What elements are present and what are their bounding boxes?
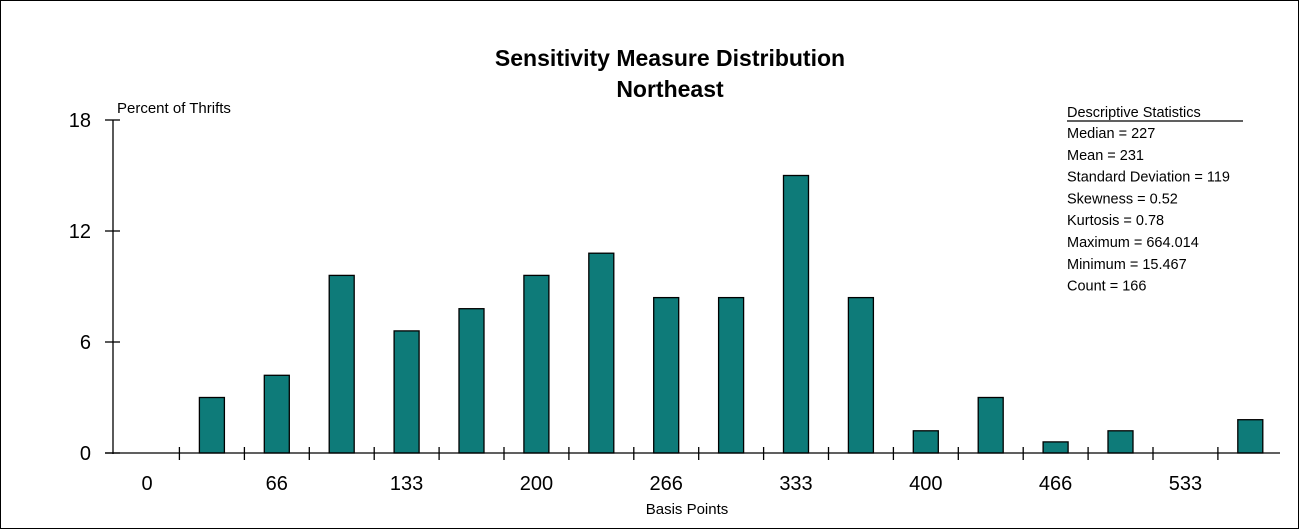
- bar: [393, 330, 420, 454]
- stats-line: Standard Deviation = 119: [1067, 170, 1230, 186]
- x-ticks-group: 0 66 133 200 266 333 400 466 533: [141, 447, 1219, 495]
- bar: [717, 296, 745, 454]
- x-tick-label: 0: [141, 473, 152, 495]
- stats-line: Median = 227: [1067, 126, 1155, 142]
- x-tick-label: 533: [1169, 473, 1202, 495]
- x-tick-label: 333: [779, 473, 812, 495]
- bar: [653, 296, 680, 454]
- bar: [847, 296, 875, 454]
- stats-line: Skewness = 0.52: [1067, 191, 1178, 207]
- y-tick-label: 18: [69, 110, 91, 132]
- x-tick-label: 133: [390, 473, 423, 495]
- bar: [1042, 441, 1069, 454]
- bar: [588, 252, 615, 454]
- y-tick-label: 0: [80, 443, 91, 465]
- bar: [977, 396, 1004, 454]
- bar: [198, 396, 226, 454]
- axes-group: [105, 120, 1280, 454]
- x-tick-label: 466: [1039, 473, 1072, 495]
- bar: [328, 274, 355, 454]
- x-axis-label: Basis Points: [646, 501, 729, 518]
- bar: [523, 274, 550, 454]
- stats-heading: Descriptive Statistics: [1067, 105, 1201, 121]
- y-axis-label: Percent of Thrifts: [117, 100, 231, 117]
- bar: [263, 374, 290, 454]
- bar: [1237, 419, 1264, 454]
- bar: [912, 430, 939, 454]
- x-tick-label: 66: [266, 473, 288, 495]
- x-tick-label: 266: [650, 473, 683, 495]
- x-tick-label: 400: [909, 473, 942, 495]
- chart-title: Sensitivity Measure Distribution: [495, 45, 845, 71]
- stats-line: Kurtosis = 0.78: [1067, 213, 1164, 229]
- stats-line: Mean = 231: [1067, 148, 1144, 164]
- stats-line: Maximum = 664.014: [1067, 235, 1199, 251]
- y-tick-label: 6: [80, 332, 91, 354]
- bar: [782, 174, 810, 454]
- bar: [458, 308, 485, 454]
- chart-subtitle: Northeast: [616, 76, 724, 102]
- x-tick-label: 200: [520, 473, 553, 495]
- stats-line: Count = 166: [1067, 279, 1146, 295]
- stats-box: Descriptive Statistics Median = 227 Mean …: [1067, 105, 1243, 295]
- stats-line: Minimum = 15.467: [1067, 257, 1187, 273]
- bar: [1107, 430, 1134, 454]
- y-tick-label: 12: [69, 221, 91, 243]
- stats-lines: Median = 227 Mean = 231 Standard Deviation…: [1067, 126, 1230, 295]
- y-ticks-group: 0 6 12 18: [69, 110, 120, 465]
